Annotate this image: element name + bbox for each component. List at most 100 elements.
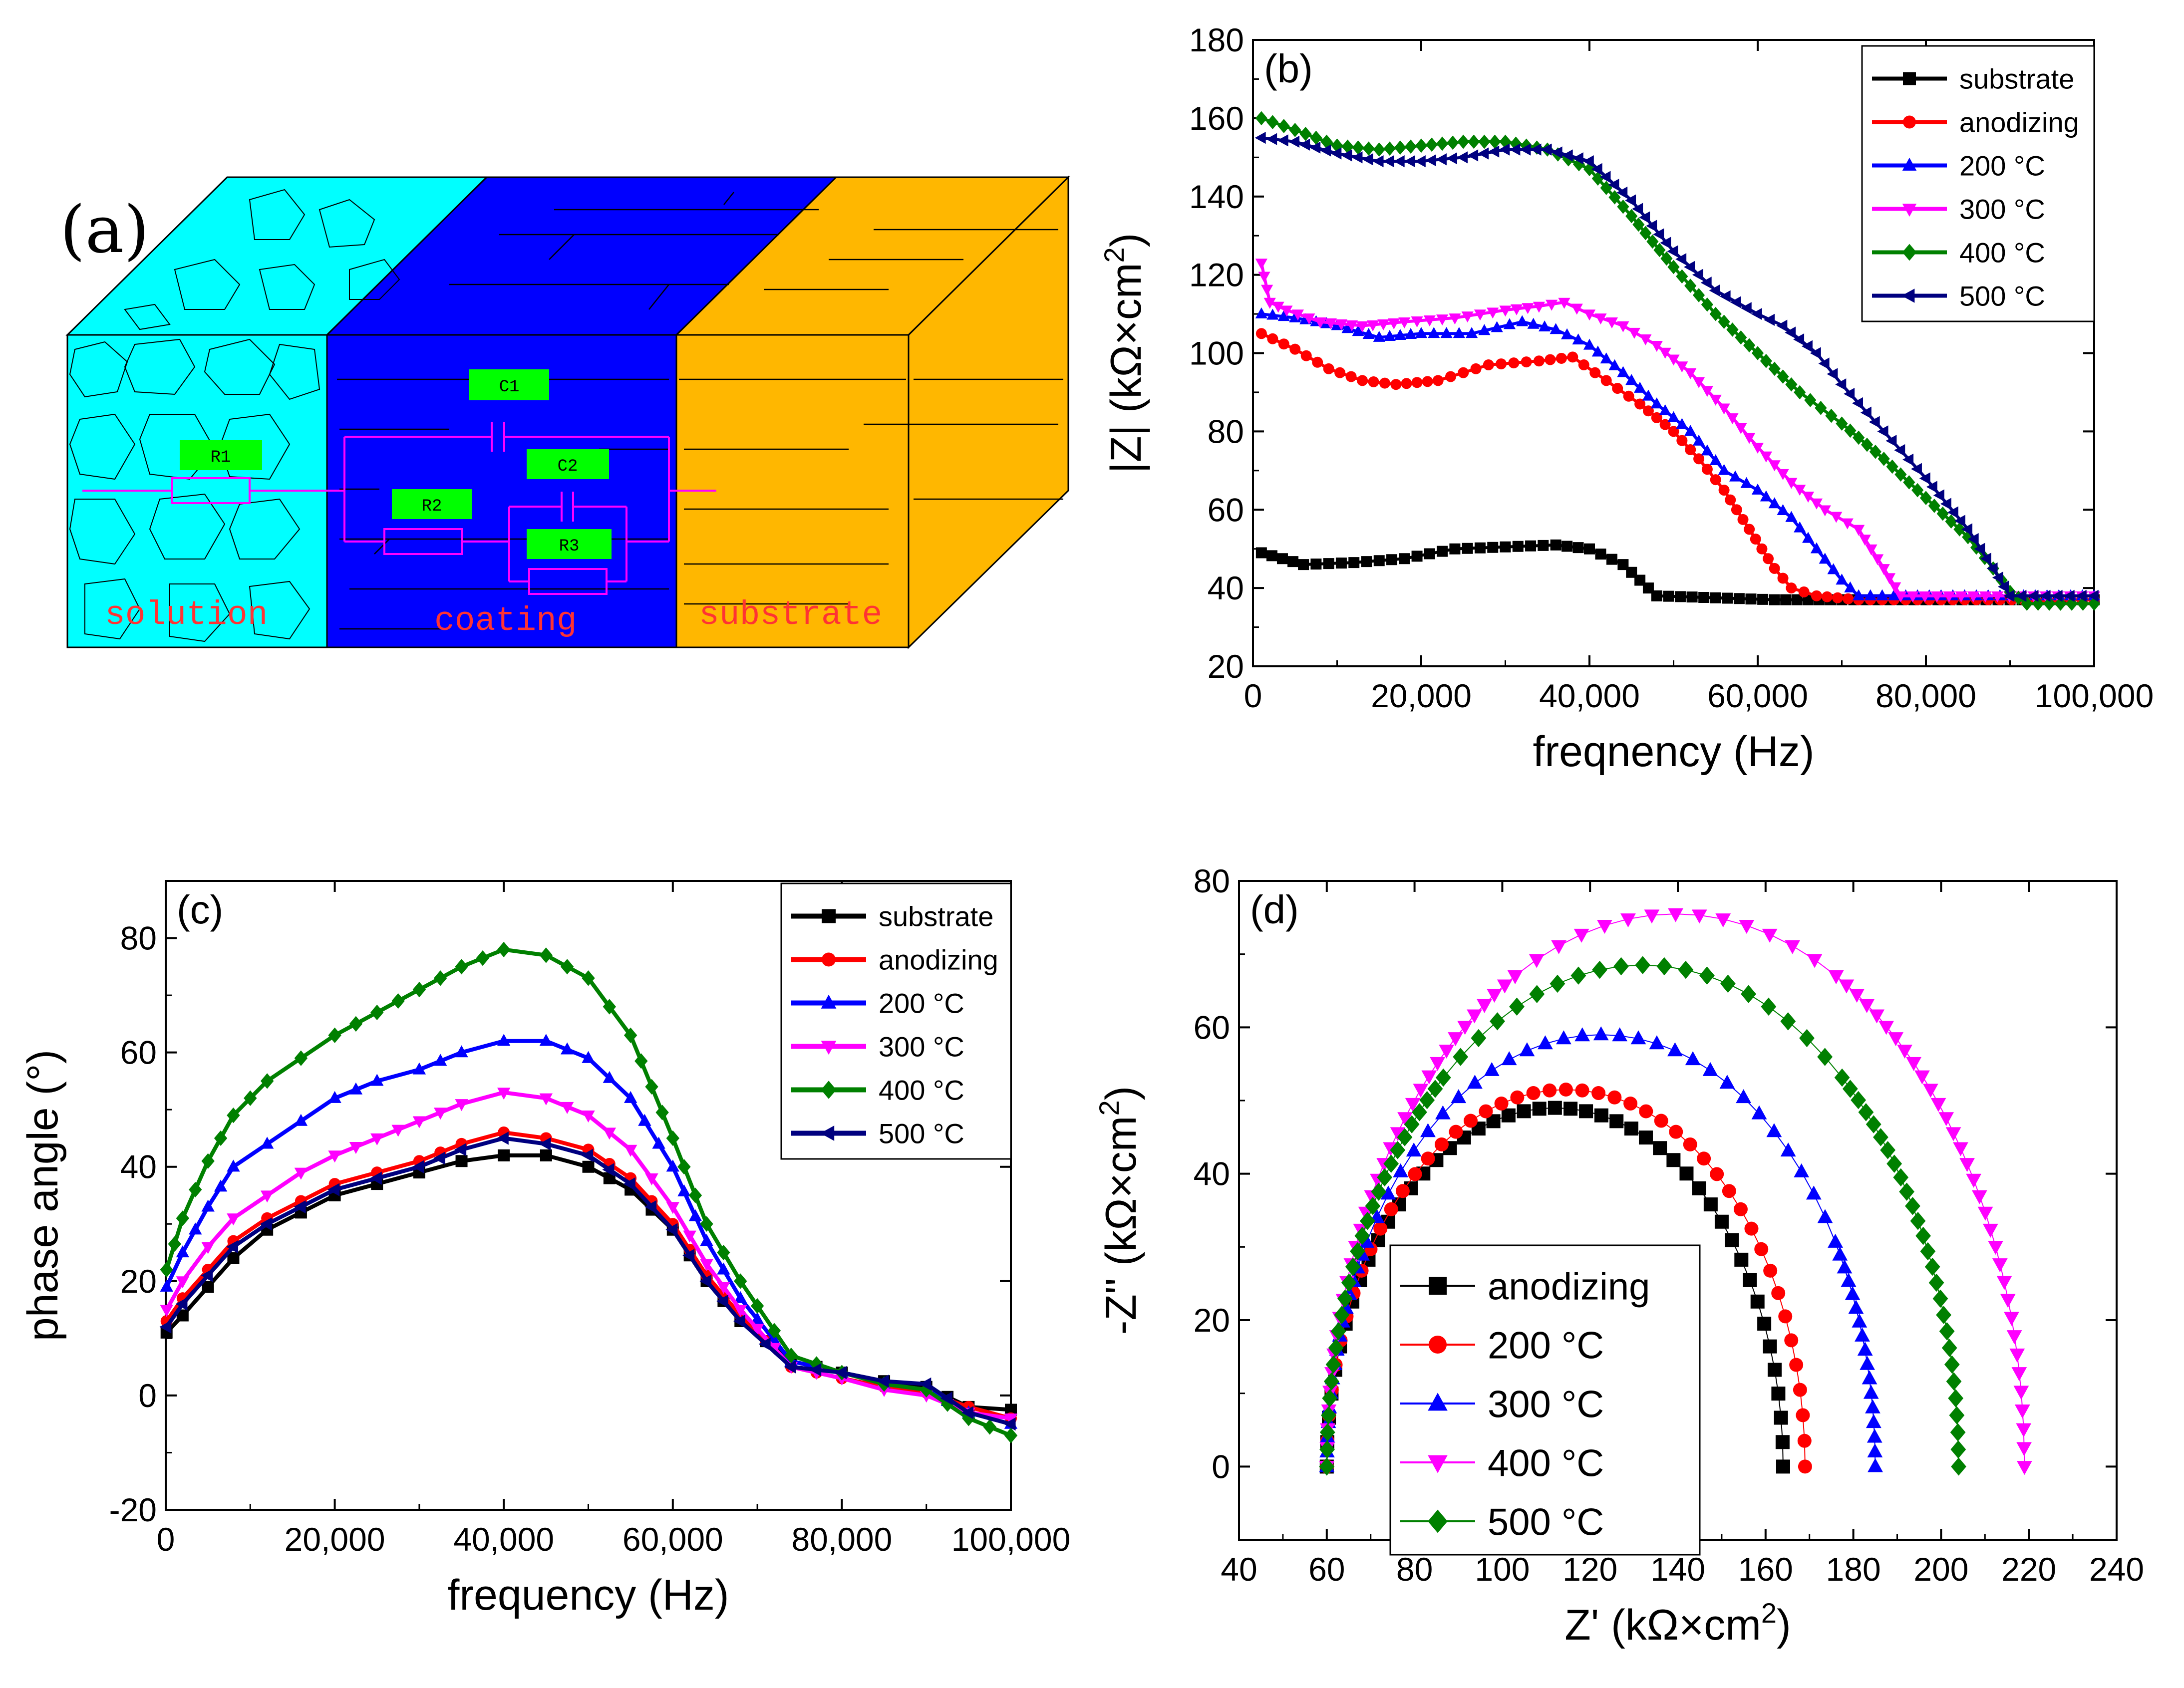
legend-swatch-marker	[821, 1081, 837, 1099]
substrate-label: substrate	[699, 596, 882, 634]
x-tick-label: 40,000	[453, 1521, 554, 1558]
legend-swatch-marker	[1901, 288, 1915, 303]
data-point	[1390, 379, 1402, 390]
data-point	[1478, 324, 1491, 335]
data-point	[1684, 261, 1695, 274]
data-point	[716, 1294, 728, 1308]
data-point	[1404, 1115, 1420, 1133]
data-point	[1848, 1300, 1864, 1314]
data-point	[1478, 134, 1491, 149]
data-point	[1950, 1423, 1966, 1441]
data-point	[202, 1281, 214, 1293]
data-point	[1832, 592, 1844, 603]
data-point	[1461, 311, 1474, 323]
data-point	[1497, 979, 1513, 994]
data-point	[1763, 1339, 1777, 1354]
data-point	[1393, 155, 1405, 168]
data-point	[1559, 1083, 1573, 1097]
data-point	[1266, 550, 1277, 562]
data-point	[1277, 119, 1290, 133]
data-point	[1659, 347, 1671, 359]
legend-label: 500 °C	[1488, 1501, 1604, 1543]
data-point	[1914, 1070, 1930, 1085]
data-point	[1546, 299, 1558, 311]
data-point	[1918, 591, 1931, 603]
x-tick-label: 0	[1244, 677, 1262, 714]
data-point	[1560, 328, 1573, 339]
data-point	[1656, 957, 1672, 976]
data-point	[1920, 1242, 1936, 1261]
data-point	[498, 1149, 510, 1161]
data-point	[1435, 153, 1447, 166]
data-point	[1561, 541, 1573, 552]
data-point	[1866, 1414, 1881, 1428]
data-point	[159, 1320, 172, 1334]
legend-label: 400 °C	[1959, 237, 2045, 269]
data-point	[1768, 497, 1781, 509]
data-point	[2017, 1461, 2032, 1475]
y-tick-label: 40	[1194, 1155, 1230, 1192]
data-point	[1701, 464, 1713, 475]
data-point	[1501, 1051, 1517, 1066]
data-point	[677, 1184, 691, 1196]
data-point	[1764, 313, 1775, 326]
data-point	[1811, 590, 1822, 601]
data-point	[1427, 1080, 1443, 1098]
data-point	[1434, 1137, 1449, 1151]
data-point	[1977, 1206, 1993, 1221]
data-point	[1701, 386, 1713, 397]
data-point	[1570, 303, 1583, 315]
legend-label: 200 °C	[1488, 1324, 1604, 1367]
data-point	[1620, 913, 1636, 928]
data-point	[1328, 1339, 1344, 1357]
data-point	[1768, 1363, 1782, 1377]
data-point	[1819, 553, 1831, 564]
data-point	[1319, 1457, 1335, 1476]
legend-label: substrate	[1959, 63, 2074, 95]
data-point	[1709, 306, 1722, 321]
data-point	[1303, 313, 1315, 325]
data-point	[700, 1216, 713, 1232]
x-tick-label: 40	[1221, 1551, 1257, 1588]
y-tick-label: -20	[109, 1491, 157, 1528]
data-point	[1793, 1383, 1807, 1397]
data-point	[1880, 1141, 1896, 1159]
data-point	[1639, 211, 1650, 224]
data-point	[1626, 566, 1637, 578]
data-point	[1260, 284, 1273, 296]
data-point	[1354, 1226, 1370, 1245]
legend-label: 400 °C	[1488, 1442, 1604, 1484]
data-point	[1583, 309, 1596, 321]
data-point	[1499, 305, 1512, 317]
data-point	[1967, 533, 1979, 546]
data-point	[1357, 375, 1368, 386]
data-point	[1371, 1182, 1387, 1201]
data-point	[1510, 1090, 1525, 1105]
data-point	[1919, 472, 1930, 485]
data-point	[2063, 589, 2075, 602]
data-point	[1319, 1440, 1335, 1459]
data-point	[603, 1071, 617, 1083]
x-tick-label: 220	[2001, 1551, 2056, 1588]
data-point	[1323, 558, 1334, 569]
b-x-axis-label: freqnency (Hz)	[1533, 728, 1815, 776]
data-point	[983, 1419, 996, 1435]
data-point	[1836, 573, 1848, 585]
data-point	[1539, 320, 1551, 332]
data-point	[1449, 1125, 1463, 1139]
data-point	[1527, 317, 1540, 329]
data-point	[1868, 1458, 1883, 1472]
data-point	[1996, 1276, 2012, 1290]
data-point	[682, 1249, 695, 1262]
data-point	[1684, 368, 1697, 379]
data-point	[294, 1114, 308, 1126]
legend-label: 500 °C	[879, 1118, 964, 1149]
data-point	[1666, 1153, 1681, 1167]
data-point	[1744, 524, 1755, 535]
solution-grain-texture	[69, 189, 400, 642]
c-legend: substrate anodizing 200 °C 300 °C 400 °C 500 …	[780, 882, 1012, 1160]
data-point	[582, 1051, 595, 1063]
data-point	[1600, 352, 1612, 364]
data-point	[201, 1153, 215, 1169]
data-point	[1743, 338, 1756, 353]
